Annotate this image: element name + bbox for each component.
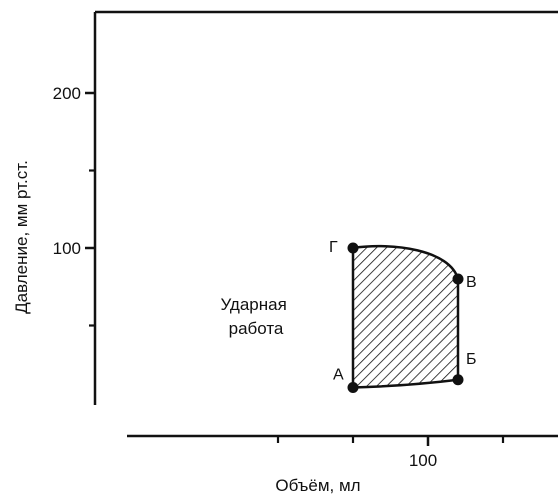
y-axis xyxy=(93,10,558,405)
point-label: Г xyxy=(329,239,338,256)
x-axis-title: Объём, мл xyxy=(275,476,360,495)
y-ticks: 100 200 xyxy=(53,84,95,327)
stroke-work-area xyxy=(353,246,458,388)
svg-text:Ударная работа: Ударная работа xyxy=(220,295,291,338)
area-label-background xyxy=(203,289,307,347)
area-label-line1: Ударная xyxy=(220,295,286,314)
loop-points: А Б В Г xyxy=(329,239,477,393)
loop-point xyxy=(347,382,359,393)
loop-point xyxy=(452,273,464,285)
point-label: В xyxy=(466,274,477,291)
y-axis-title: Давление, мм рт.ст. xyxy=(12,160,31,314)
point-label: А xyxy=(333,367,344,384)
area-label-line2: работа xyxy=(229,319,284,338)
y-tick-label: 200 xyxy=(53,84,81,103)
stroke-work-loop xyxy=(351,244,460,389)
x-tick-label: 100 xyxy=(409,451,437,470)
y-tick-label: 100 xyxy=(53,239,81,258)
loop-point xyxy=(452,374,464,386)
loop-point xyxy=(347,242,359,254)
point-label: Б xyxy=(466,351,477,368)
